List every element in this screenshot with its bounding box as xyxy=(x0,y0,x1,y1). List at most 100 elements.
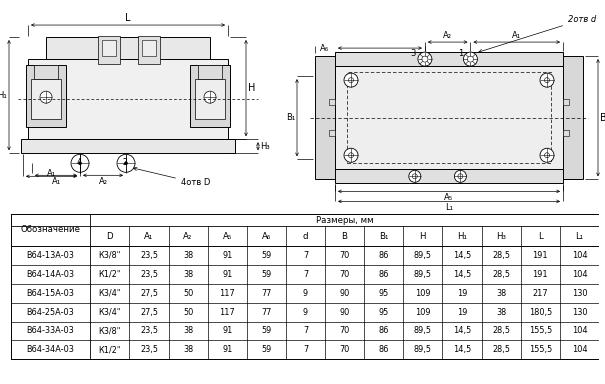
Text: Размеры, мм: Размеры, мм xyxy=(316,215,373,225)
Text: A₁: A₁ xyxy=(51,177,60,186)
Text: 130: 130 xyxy=(572,289,587,298)
Text: В64-34А-03: В64-34А-03 xyxy=(27,346,74,354)
Text: 50: 50 xyxy=(183,289,193,298)
Text: H₃: H₃ xyxy=(260,142,270,151)
Text: К3/4": К3/4" xyxy=(99,308,121,316)
Bar xyxy=(46,37,210,59)
Text: 59: 59 xyxy=(261,326,272,336)
Text: К1/2": К1/2" xyxy=(99,270,121,279)
Bar xyxy=(563,130,569,136)
Text: A₁: A₁ xyxy=(144,232,154,241)
Text: B: B xyxy=(600,113,605,123)
Text: A₅: A₅ xyxy=(445,193,454,202)
Text: В64-14А-03: В64-14А-03 xyxy=(27,270,74,279)
Text: B₁: B₁ xyxy=(379,232,388,241)
Text: 7: 7 xyxy=(303,346,308,354)
Circle shape xyxy=(463,52,477,66)
Text: 104: 104 xyxy=(572,251,587,260)
Text: 28,5: 28,5 xyxy=(492,326,510,336)
Text: 38: 38 xyxy=(496,308,506,316)
Text: 77: 77 xyxy=(261,308,272,316)
Text: 2отв d: 2отв d xyxy=(479,15,597,53)
Bar xyxy=(142,40,156,56)
Text: 70: 70 xyxy=(339,270,350,279)
Text: H: H xyxy=(248,83,255,93)
Bar xyxy=(563,99,569,105)
Bar xyxy=(138,36,160,64)
Text: 90: 90 xyxy=(339,289,350,298)
Text: 86: 86 xyxy=(379,326,389,336)
Text: 91: 91 xyxy=(222,326,232,336)
Bar xyxy=(335,66,563,169)
Text: 117: 117 xyxy=(220,289,235,298)
Text: 4отв D: 4отв D xyxy=(134,167,211,187)
Text: 89,5: 89,5 xyxy=(414,326,432,336)
Circle shape xyxy=(409,170,421,182)
Text: 89,5: 89,5 xyxy=(414,270,432,279)
Bar xyxy=(347,72,551,163)
Text: 38: 38 xyxy=(496,289,506,298)
Text: 109: 109 xyxy=(415,308,431,316)
Text: 86: 86 xyxy=(379,270,389,279)
Circle shape xyxy=(71,154,89,172)
Text: 38: 38 xyxy=(183,346,193,354)
Bar xyxy=(335,52,563,66)
Text: 27,5: 27,5 xyxy=(140,289,158,298)
Text: 91: 91 xyxy=(222,251,232,260)
Circle shape xyxy=(540,148,554,162)
Bar xyxy=(329,130,335,136)
Text: 89,5: 89,5 xyxy=(414,251,432,260)
Circle shape xyxy=(412,174,417,179)
Text: 59: 59 xyxy=(261,270,272,279)
Text: 95: 95 xyxy=(379,289,389,298)
Text: К3/8": К3/8" xyxy=(99,251,121,260)
Text: L₁: L₁ xyxy=(575,232,583,241)
Text: 28,5: 28,5 xyxy=(492,270,510,279)
Text: H: H xyxy=(420,232,426,241)
Circle shape xyxy=(544,153,549,158)
Text: B₁: B₁ xyxy=(286,113,295,122)
Text: 70: 70 xyxy=(339,326,350,336)
Text: 155,5: 155,5 xyxy=(529,346,552,354)
Text: 95: 95 xyxy=(379,308,389,316)
Text: A₅: A₅ xyxy=(223,232,232,241)
Text: 180,5: 180,5 xyxy=(529,308,552,316)
Bar xyxy=(559,56,583,179)
Circle shape xyxy=(422,56,428,62)
Bar xyxy=(98,36,120,64)
Bar xyxy=(329,99,335,105)
Bar xyxy=(335,169,563,183)
Text: A₁: A₁ xyxy=(512,31,522,40)
Text: 86: 86 xyxy=(379,251,389,260)
Circle shape xyxy=(40,91,52,103)
Text: 4: 4 xyxy=(77,158,82,167)
Text: 14,5: 14,5 xyxy=(453,326,471,336)
Text: 109: 109 xyxy=(415,289,431,298)
Text: L₁: L₁ xyxy=(445,204,453,212)
Text: 2: 2 xyxy=(123,158,128,167)
Text: 28,5: 28,5 xyxy=(492,251,510,260)
Circle shape xyxy=(344,73,358,87)
Text: H₃: H₃ xyxy=(496,232,506,241)
Text: 117: 117 xyxy=(220,308,235,316)
Text: В64-25А-03: В64-25А-03 xyxy=(27,308,74,316)
Bar xyxy=(21,139,235,153)
Text: A₂: A₂ xyxy=(99,177,108,186)
Text: 86: 86 xyxy=(379,346,389,354)
Text: 23,5: 23,5 xyxy=(140,326,158,336)
Text: 19: 19 xyxy=(457,308,467,316)
Circle shape xyxy=(204,91,216,103)
Circle shape xyxy=(344,148,358,162)
Text: H₁: H₁ xyxy=(457,232,467,241)
Text: 50: 50 xyxy=(183,308,193,316)
Circle shape xyxy=(544,78,549,83)
Text: L: L xyxy=(125,13,131,23)
Text: 14,5: 14,5 xyxy=(453,270,471,279)
Text: 104: 104 xyxy=(572,270,587,279)
Text: 27,5: 27,5 xyxy=(140,308,158,316)
Text: 14,5: 14,5 xyxy=(453,346,471,354)
Text: 7: 7 xyxy=(303,326,308,336)
Text: 77: 77 xyxy=(261,289,272,298)
Bar xyxy=(26,65,66,127)
Text: 89,5: 89,5 xyxy=(414,346,432,354)
